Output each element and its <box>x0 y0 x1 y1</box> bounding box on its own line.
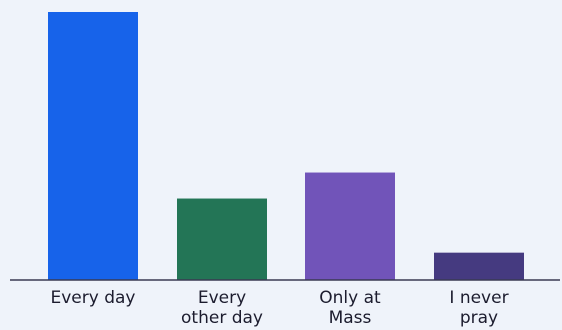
bars-group <box>48 12 524 280</box>
category-labels-group: Every day Every other day Only at Mass I neve… <box>51 288 509 328</box>
bar-1 <box>177 198 267 280</box>
category-label-3-line-0: I never <box>449 288 508 308</box>
category-label-1: Every other day <box>181 288 263 328</box>
category-label-1-line-0: Every <box>198 288 246 308</box>
category-label-0: Every day <box>51 288 136 308</box>
category-label-2-line-0: Only at <box>319 288 381 308</box>
category-label-2-line-1: Mass <box>329 308 372 328</box>
bar-2 <box>305 172 395 280</box>
category-label-3-line-1: pray <box>460 308 498 328</box>
category-label-3: I never pray <box>449 288 508 328</box>
category-label-1-line-1: other day <box>181 308 263 328</box>
bar-3 <box>434 252 524 280</box>
category-label-2: Only at Mass <box>319 288 381 328</box>
bar-0 <box>48 12 138 280</box>
category-label-0-line-0: Every day <box>51 288 136 308</box>
